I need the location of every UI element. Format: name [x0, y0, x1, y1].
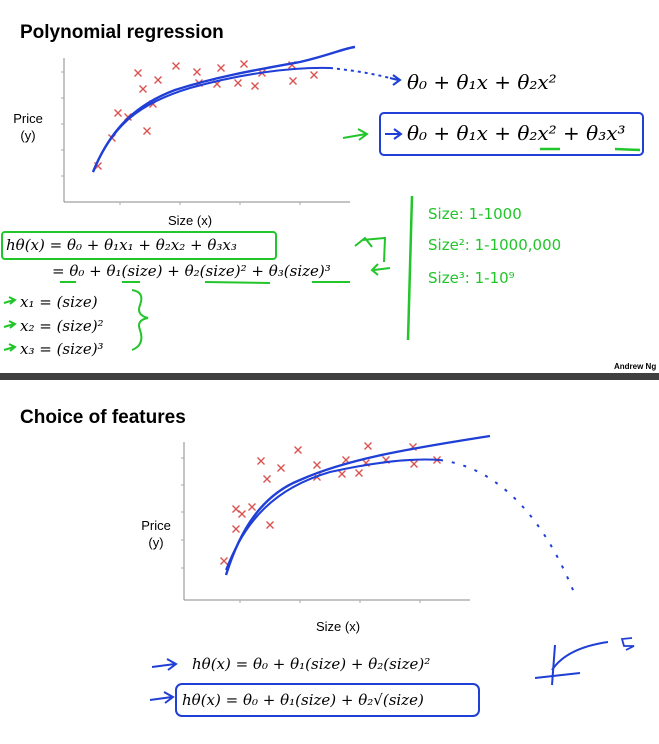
data-point: [248, 503, 256, 511]
x-ticks: [239, 600, 421, 603]
data-points: [220, 442, 441, 565]
slide-choice-of-features: Choice of features Price (y) Size (x) hθ(…: [0, 380, 659, 744]
green-divider: [406, 195, 414, 341]
data-point: [263, 475, 271, 483]
credit: Andrew Ng: [614, 362, 657, 371]
y-ticks: [61, 71, 64, 177]
data-point: [238, 510, 246, 518]
range-size-squared: Size²: 1-1000,000: [428, 236, 562, 254]
hypothesis-box: [1, 231, 277, 260]
data-point: [257, 457, 265, 465]
data-point: [310, 71, 318, 79]
feature-x3: x₃ = (size)³: [20, 340, 104, 358]
data-point: [143, 127, 151, 135]
feature-x2: x₂ = (size)²: [20, 317, 104, 335]
quadratic-fit-curve: [92, 66, 331, 173]
data-point: [410, 460, 418, 468]
data-point: [294, 446, 302, 454]
quadratic-extension-dotted: [439, 459, 576, 596]
data-point: [364, 442, 372, 450]
y-ticks: [181, 457, 184, 569]
hypothesis-sqrt: hθ(x) = θ₀ + θ₁(size) + θ₂√(size): [182, 691, 424, 709]
hypothesis-expanded: = θ₀ + θ₁(size) + θ₂(size)² + θ₃(size)³: [52, 262, 331, 280]
plot1: [1, 45, 644, 352]
data-point: [240, 60, 248, 68]
data-point: [220, 557, 228, 565]
quadratic-model: θ₀ + θ₁x + θ₂x²: [407, 70, 557, 94]
hypothesis-formula: hθ(x) = θ₀ + θ₁x₁ + θ₂x₂ + θ₃x₃: [6, 236, 237, 254]
data-points: [94, 60, 318, 170]
green-arrow-cubic: [342, 128, 369, 141]
size-label: Size (x): [316, 619, 361, 634]
data-point: [234, 79, 242, 87]
data-point: [251, 82, 259, 90]
quadratic-extension-dotted: [329, 67, 391, 79]
data-point: [172, 62, 180, 70]
range-size-cubed: Size³: 1-10⁹: [428, 269, 515, 287]
x-ticks: [119, 202, 301, 205]
data-point: [217, 64, 225, 72]
quadratic-fit-curve: [225, 458, 441, 571]
data-point: [266, 521, 274, 529]
cubic-model-box: [379, 112, 644, 156]
data-point: [154, 76, 162, 84]
range-size: Size: 1-1000: [428, 205, 522, 223]
data-point: [277, 464, 285, 472]
feature-x1: x₁ = (size): [20, 293, 98, 311]
data-point: [232, 525, 240, 533]
arrow-to-quadratic: [389, 77, 399, 81]
size-label: Size (x): [168, 213, 213, 228]
slide-title: Polynomial regression: [20, 22, 224, 43]
data-point: [232, 505, 240, 513]
plot2: [149, 434, 635, 717]
slide-title: Choice of features: [20, 407, 186, 428]
hypothesis-quadratic: hθ(x) = θ₀ + θ₁(size) + θ₂(size)²: [192, 655, 431, 673]
data-point: [355, 469, 363, 477]
data-point: [338, 470, 346, 478]
price-label: Price (y): [141, 518, 171, 550]
data-point: [134, 69, 142, 77]
data-point: [193, 68, 201, 76]
data-point: [114, 109, 122, 117]
cubic-model: θ₀ + θ₁x + θ₂x² + θ₃x³: [407, 121, 626, 145]
data-point: [289, 77, 297, 85]
slide-divider: [0, 373, 659, 380]
sqrt-model-box: [175, 683, 480, 717]
data-point: [139, 85, 147, 93]
price-label: Price (y): [13, 111, 43, 143]
slide-polynomial-regression: Polynomial regression: [1, 22, 657, 371]
data-point: [313, 461, 321, 469]
sqrt-fit-curve: [224, 434, 491, 576]
arrowhead-quadratic: [392, 74, 402, 86]
arrow-to-cubic: [385, 128, 403, 140]
